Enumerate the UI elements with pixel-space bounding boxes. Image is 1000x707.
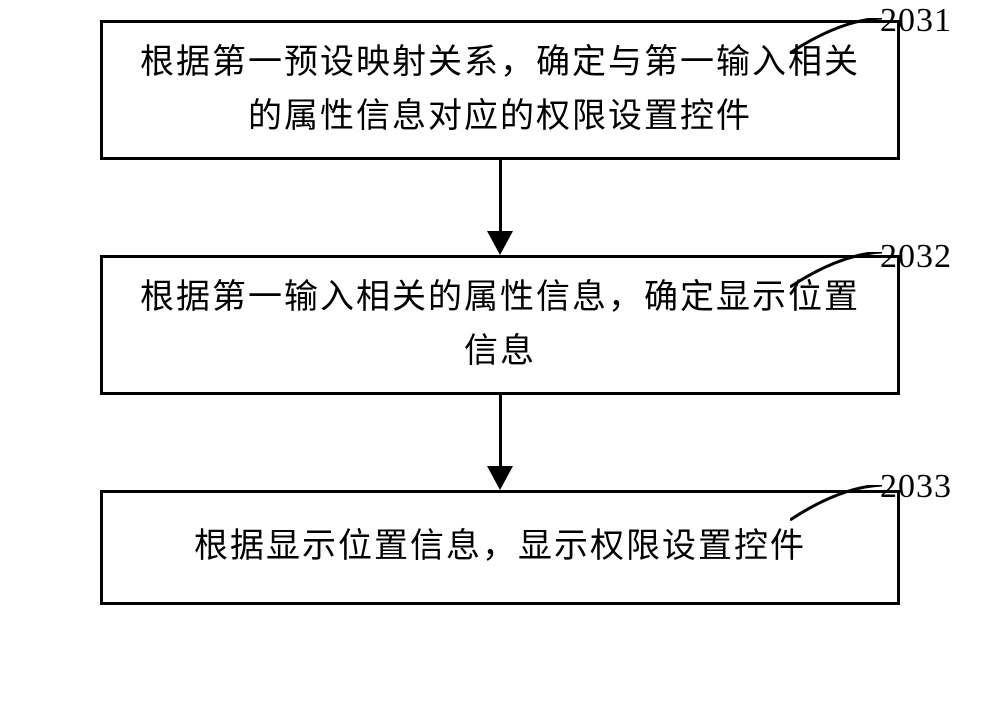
step-text-2031: 根据第一预设映射关系，确定与第一输入相关的属性信息对应的权限设置控件 — [133, 36, 867, 145]
callout-curve-icon — [790, 252, 890, 297]
callout-2033 — [790, 485, 890, 530]
arrow-head — [487, 466, 513, 490]
arrow-head — [487, 231, 513, 255]
label-2031: 2031 — [880, 2, 952, 40]
label-2032: 2032 — [880, 238, 952, 276]
label-2033: 2033 — [880, 468, 952, 506]
step-box-2032: 根据第一输入相关的属性信息，确定显示位置信息 — [100, 255, 900, 395]
callout-2032 — [790, 252, 890, 297]
arrow-2 — [480, 395, 520, 490]
arrow-line — [499, 395, 502, 470]
arrow-line — [499, 160, 502, 235]
callout-2031 — [790, 18, 890, 63]
step-box-2033: 根据显示位置信息，显示权限设置控件 — [100, 490, 900, 605]
step-text-2032: 根据第一输入相关的属性信息，确定显示位置信息 — [133, 271, 867, 380]
step-box-2031: 根据第一预设映射关系，确定与第一输入相关的属性信息对应的权限设置控件 — [100, 20, 900, 160]
step-text-2033: 根据显示位置信息，显示权限设置控件 — [194, 520, 806, 574]
callout-curve-icon — [790, 485, 890, 530]
arrow-1 — [480, 160, 520, 255]
callout-curve-icon — [790, 18, 890, 63]
